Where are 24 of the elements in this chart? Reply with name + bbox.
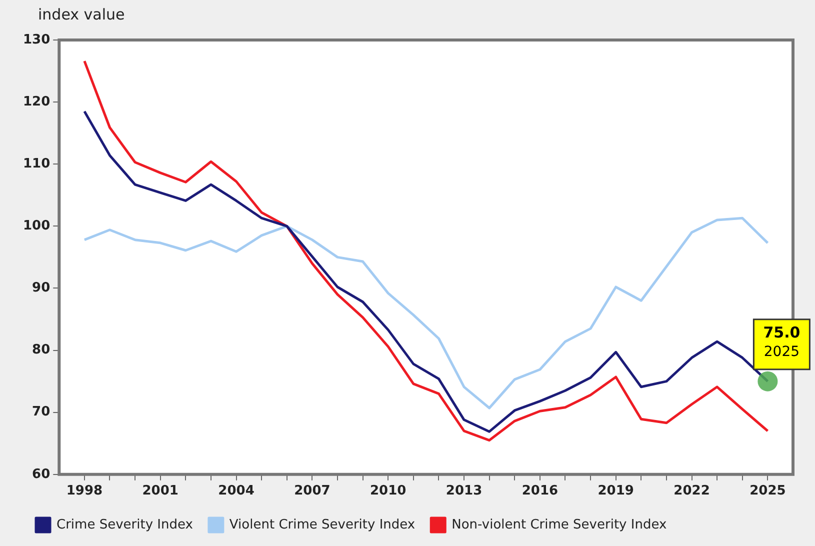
y-tick-label: 90: [32, 280, 50, 296]
annotation: 75.0: [763, 324, 800, 342]
legend-label: Non-violent Crime Severity Index: [452, 517, 667, 532]
y-tick-label: 120: [22, 94, 50, 110]
y-tick-label: 80: [32, 342, 50, 358]
x-tick-label: 2010: [370, 484, 406, 499]
annotation: 2025: [764, 344, 800, 360]
x-tick-label: 2013: [446, 484, 482, 499]
x-tick-label: 2019: [598, 484, 634, 499]
y-tick-label: 60: [32, 466, 50, 482]
x-tick-label: 2016: [522, 484, 558, 499]
y-tick-label: 100: [22, 218, 50, 234]
y-tick-label: 110: [22, 156, 50, 172]
legend-label: Violent Crime Severity Index: [229, 517, 416, 532]
y-axis-title: index value: [38, 5, 125, 24]
x-tick-label: 2001: [142, 484, 178, 499]
x-tick-label: 2025: [750, 484, 786, 499]
x-tick-label: 2022: [674, 484, 710, 499]
x-tick-label: 1998: [66, 484, 103, 499]
y-tick-label: 70: [32, 404, 50, 420]
x-tick-label: 2004: [218, 484, 254, 499]
y-tick-label: 130: [22, 32, 50, 48]
x-tick-label: 2007: [294, 484, 330, 499]
legend-label: Crime Severity Index: [56, 517, 194, 532]
